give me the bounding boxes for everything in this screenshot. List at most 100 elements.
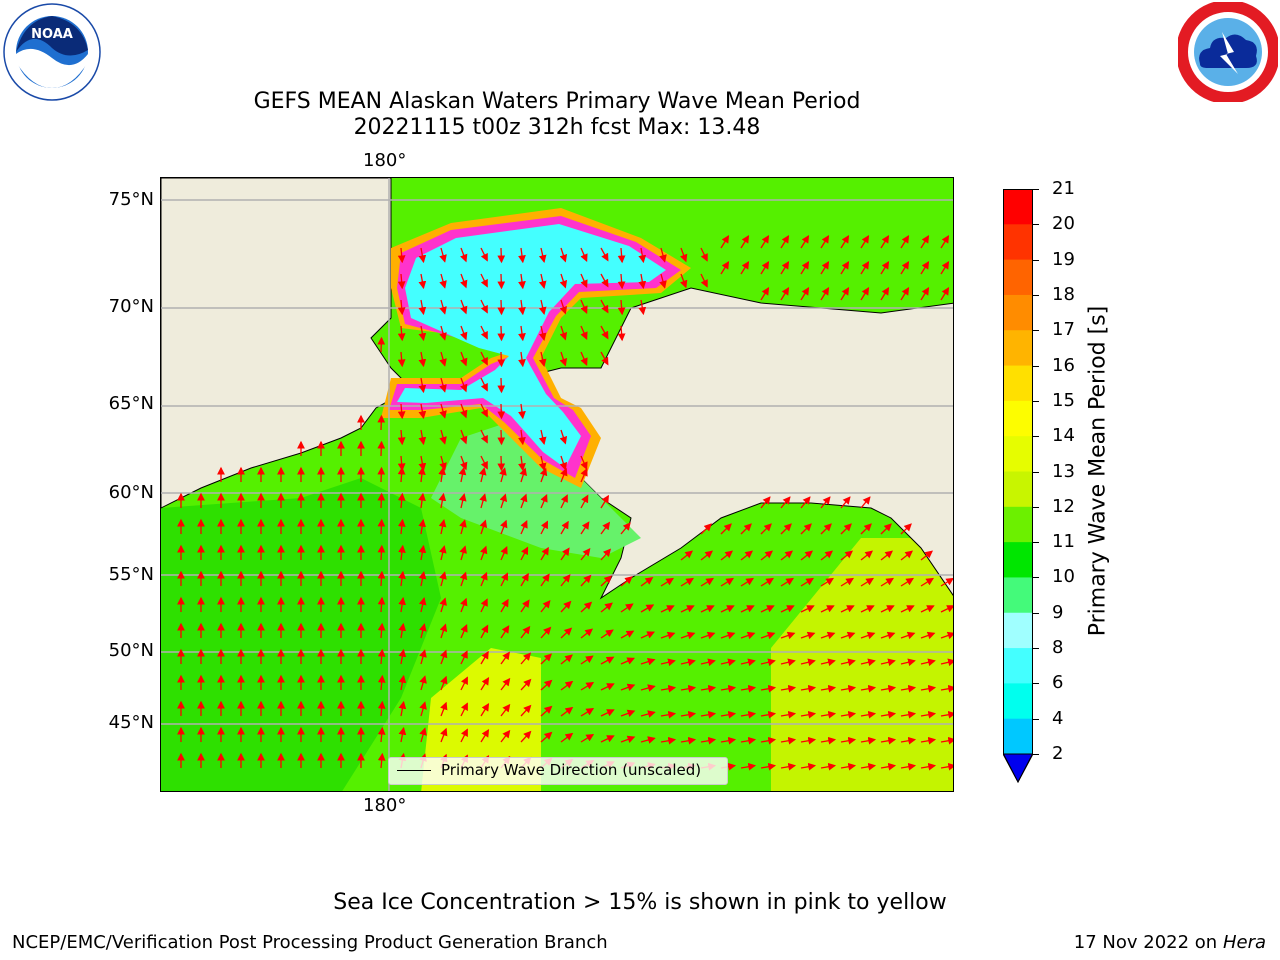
wave-arrow	[860, 234, 870, 249]
wave-arrow	[580, 574, 592, 587]
wave-arrow	[860, 736, 877, 745]
wave-arrow	[820, 496, 831, 509]
wave-arrow	[680, 684, 697, 693]
wave-arrow	[559, 325, 568, 341]
wave-arrow	[397, 325, 406, 342]
wave-arrow	[540, 731, 553, 743]
wave-arrow	[418, 325, 427, 342]
colorbar-segment	[1003, 189, 1033, 225]
wave-arrow	[438, 545, 447, 561]
wave-arrow	[780, 736, 797, 745]
wave-arrow	[700, 605, 715, 613]
colorbar-tick-label: 14	[1052, 425, 1075, 447]
wave-arrow	[439, 351, 447, 367]
wave-arrow	[840, 762, 857, 771]
wave-arrow	[840, 496, 851, 509]
wave-arrow	[700, 631, 716, 640]
wave-arrow	[460, 351, 468, 367]
wave-arrow	[880, 550, 894, 561]
wave-arrow	[560, 574, 571, 587]
wave-arrow	[638, 247, 647, 264]
wave-arrow	[800, 260, 810, 275]
wave-arrow	[659, 273, 667, 289]
wave-arrow	[559, 299, 568, 315]
wave-arrow	[860, 550, 874, 561]
wave-arrow	[418, 597, 427, 613]
wave-arrow	[940, 234, 950, 249]
wave-arrow	[560, 627, 573, 639]
wave-arrow	[820, 286, 830, 301]
wave-arrow	[780, 286, 790, 301]
wave-arrow	[780, 260, 790, 275]
wave-arrow	[540, 679, 553, 691]
wave-arrow	[800, 605, 815, 613]
wave-arrow	[397, 466, 406, 483]
wave-arrow	[840, 605, 855, 613]
wave-arrow	[880, 234, 890, 249]
wave-arrow	[720, 684, 737, 693]
colorbar-tick-label: 9	[1052, 601, 1064, 623]
wave-arrow	[540, 573, 550, 587]
colorbar-tick-label: 13	[1052, 460, 1075, 482]
wave-arrow	[580, 247, 588, 262]
wave-arrow	[840, 631, 856, 640]
wave-arrow	[438, 466, 446, 483]
wave-arrow	[800, 550, 814, 561]
wave-arrow	[660, 658, 676, 667]
wave-arrow	[480, 624, 489, 639]
wave-arrow	[398, 674, 407, 691]
wave-arrow	[559, 429, 568, 445]
wave-arrow	[560, 520, 569, 535]
wave-arrow	[398, 648, 407, 665]
wave-arrow	[820, 658, 836, 667]
wave-arrow	[539, 467, 548, 483]
wave-arrow	[840, 260, 850, 275]
wave-arrow	[418, 518, 427, 535]
wave-arrow	[900, 550, 914, 561]
wave-arrow	[580, 708, 595, 717]
wave-arrow	[700, 684, 717, 693]
wave-arrow	[580, 682, 595, 691]
wave-arrow	[780, 577, 795, 587]
wave-arrow	[377, 492, 386, 509]
wave-arrow	[640, 684, 656, 692]
wave-arrow	[880, 523, 892, 535]
colorbar-outline	[1003, 189, 1033, 784]
wave-arrow	[479, 519, 488, 535]
wave-arrow	[398, 700, 407, 717]
wave-arrow	[720, 631, 736, 640]
wave-arrow	[880, 260, 890, 275]
wave-arrow	[900, 260, 910, 275]
wave-arrow	[518, 429, 526, 446]
wave-arrow	[518, 325, 526, 342]
wave-arrow	[780, 550, 794, 561]
wave-arrow	[377, 518, 386, 535]
wave-arrow	[560, 732, 574, 743]
wave-arrow	[480, 455, 488, 470]
wave-arrow	[679, 247, 688, 263]
wave-arrow	[760, 523, 772, 535]
wave-arrow	[560, 654, 573, 665]
nws-logo	[1178, 2, 1278, 102]
wave-arrow	[920, 286, 930, 301]
chart-subtitle: 20221115 t00z 312h fcst Max: 13.48	[353, 115, 761, 140]
wave-arrow	[640, 577, 654, 587]
wave-arrow	[540, 626, 552, 639]
wave-arrow	[439, 649, 448, 665]
legend-text: Primary Wave Direction (unscaled)	[441, 761, 702, 779]
wave-arrow	[800, 631, 816, 640]
wave-arrow	[460, 429, 468, 445]
wave-arrow	[760, 234, 770, 249]
wave-arrow	[580, 734, 595, 743]
period-region-13-center	[421, 648, 541, 791]
wave-arrow	[497, 455, 506, 472]
wave-arrow	[680, 736, 697, 745]
wave-arrow	[617, 247, 626, 264]
wave-arrow	[720, 234, 730, 249]
colorbar-tick-label: 18	[1052, 283, 1075, 305]
wave-arrow	[780, 684, 797, 693]
wave-arrow	[418, 571, 427, 587]
wave-arrow	[397, 247, 406, 264]
wave-arrow	[397, 492, 406, 509]
wave-arrow	[800, 496, 811, 509]
